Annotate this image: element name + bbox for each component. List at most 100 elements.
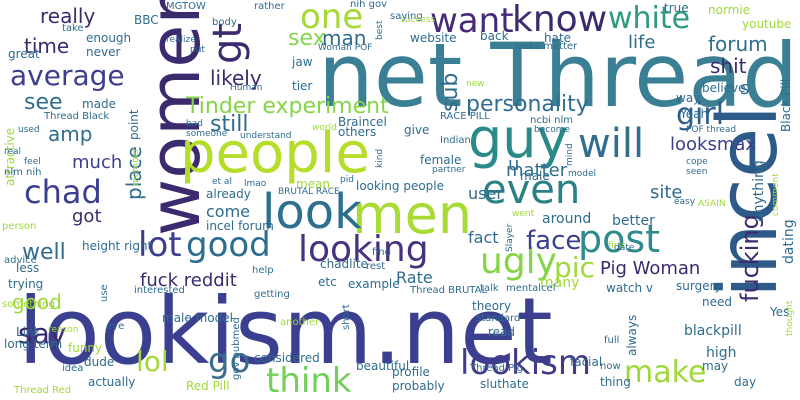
word-black-pill: Black Pill	[779, 78, 793, 132]
word-dating: dating	[781, 219, 797, 264]
word-become: become	[534, 125, 571, 135]
word-slayer: Slayer	[505, 223, 515, 252]
word-white: white	[608, 1, 691, 36]
word-cope: cope	[686, 157, 708, 167]
word-funny: funny	[68, 341, 103, 355]
word-matter: matter	[506, 160, 568, 181]
word-full: full	[604, 335, 620, 346]
word-trying: trying	[8, 277, 44, 291]
word-beautiful: beautiful	[356, 359, 410, 373]
word-getting: getting	[254, 289, 290, 300]
word-considered: considered	[254, 351, 320, 365]
word-male-model: male model	[162, 311, 233, 325]
word-even: even	[482, 167, 581, 213]
word-made: made	[82, 97, 117, 111]
word-good-2: good	[12, 290, 62, 314]
word-sub: sub	[438, 72, 463, 112]
word-anything: anything	[751, 160, 767, 222]
word-give: give	[404, 123, 430, 137]
word-want: want	[430, 1, 514, 41]
word-looking-people: looking people	[356, 179, 445, 193]
word-net-thread: net Thread	[318, 24, 799, 127]
word-thing: thing	[600, 375, 631, 389]
word-man: man	[322, 26, 367, 50]
word-amp: amp	[48, 122, 93, 146]
word-someone: someone	[186, 129, 228, 139]
word-realize: realize	[166, 35, 196, 45]
word-another: another	[280, 317, 320, 328]
word-indian: Indian	[440, 135, 471, 146]
word-mean: mean	[296, 177, 331, 191]
word-surgery: surgery	[676, 279, 722, 293]
word-understand: understand	[240, 131, 292, 141]
word-make: make	[624, 355, 707, 390]
word-lmao: lmao	[244, 179, 267, 189]
word-lookism-net: lookism.net	[18, 278, 553, 385]
word-woman-pof: Woman POF	[318, 43, 373, 53]
word-sex: sex	[288, 26, 326, 51]
word-know: know	[512, 0, 608, 40]
word-always: always	[625, 314, 639, 356]
word-go: go	[208, 341, 251, 381]
word-good: good	[186, 225, 271, 265]
word-red-pill: Red Pill	[186, 379, 230, 393]
word-brutal-race: BRUTAL RACE	[278, 187, 340, 197]
word-etc: etc	[318, 275, 337, 289]
word-pid: pid	[340, 175, 354, 185]
word-day: day	[734, 375, 757, 389]
word-actually: actually	[88, 375, 136, 389]
word-people: people	[180, 121, 370, 186]
word-thought: thought	[785, 300, 795, 336]
word-got: got	[72, 206, 102, 227]
word-rest: rest	[366, 261, 386, 272]
word-many: many	[540, 275, 580, 291]
word-jaw: jaw	[292, 55, 313, 69]
word-feel: feel	[24, 157, 41, 167]
word-well: well	[22, 240, 66, 265]
word-think: think	[266, 361, 352, 400]
word-around: around	[542, 211, 592, 227]
word-find: find	[372, 247, 391, 258]
word-fucking: fucking	[736, 214, 764, 302]
word-bad: bad	[186, 119, 203, 129]
word-still: still	[210, 112, 249, 137]
word-website: website	[410, 31, 457, 45]
word-incel-forum: incel forum	[206, 219, 274, 233]
word-site: site	[650, 182, 683, 203]
word-link: Link	[16, 325, 41, 339]
word-probably: probably	[392, 379, 445, 393]
word-average: average	[10, 59, 125, 92]
word-back: back	[480, 29, 509, 43]
word-personality: personality	[466, 92, 589, 117]
word-race-pill: RACE PILL	[440, 111, 490, 122]
word-believe: believe	[702, 81, 746, 95]
word-fact: fact	[468, 228, 499, 247]
word-example: example	[348, 277, 400, 291]
word-may: may	[702, 359, 729, 373]
word-et-al: et al	[212, 177, 232, 187]
word-much: much	[72, 152, 123, 173]
word-help: help	[252, 265, 274, 276]
word-first: first	[608, 241, 626, 251]
word-interested: interested	[134, 285, 185, 296]
word-gt: gt	[205, 22, 251, 64]
word-looks-matter: looks matter	[514, 41, 578, 52]
word-went: went	[512, 209, 535, 219]
word-partner: partner	[432, 165, 466, 175]
word-point: point	[127, 109, 141, 140]
word-mind: mind	[565, 143, 575, 166]
word-watch-v: watch v	[606, 281, 653, 295]
word-pof-thread: POF thread	[686, 125, 737, 135]
word-never: never	[86, 45, 121, 59]
word-post: post	[578, 217, 661, 261]
word-fuck-reddit: fuck reddit	[140, 270, 237, 291]
word-person: person	[2, 221, 37, 232]
word-thread-brutal: Thread BRUTAL	[410, 285, 488, 296]
word-facial: facial	[570, 355, 603, 369]
word-way: way	[676, 91, 701, 105]
word-model: model	[568, 169, 597, 179]
word-look: look	[262, 184, 362, 240]
word-now: now	[600, 361, 621, 372]
word-use: use	[99, 284, 110, 302]
word-better: better	[612, 213, 655, 229]
